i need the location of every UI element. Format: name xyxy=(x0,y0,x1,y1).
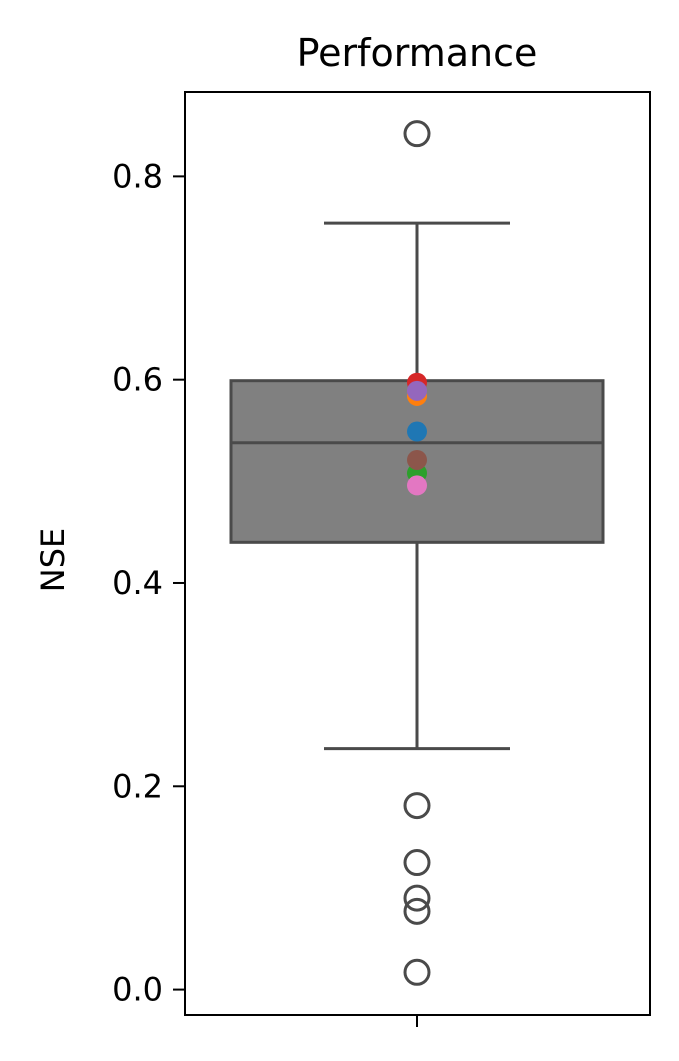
highlight-point xyxy=(407,449,427,470)
outlier-point xyxy=(403,958,431,986)
y-axis: 0.0 0.2 0.4 0.6 0.8 xyxy=(112,157,185,1009)
y-tick-label: 0.8 xyxy=(112,157,163,195)
y-tick-label: 0.4 xyxy=(112,564,163,602)
y-tick-label: 0.2 xyxy=(112,767,163,805)
highlight-point xyxy=(407,380,427,401)
outlier-point xyxy=(403,849,431,877)
highlight-point xyxy=(407,421,427,442)
y-axis-label: NSE xyxy=(34,528,72,592)
outlier-point xyxy=(403,884,431,912)
y-tick-label: 0.6 xyxy=(112,361,163,399)
plot-frame xyxy=(184,91,651,1016)
highlight-point xyxy=(407,475,427,496)
plot-area xyxy=(229,120,605,986)
outlier-point xyxy=(403,897,431,925)
outlier-point xyxy=(403,792,431,820)
y-tick-label: 0.0 xyxy=(112,971,163,1009)
chart-title: Performance xyxy=(297,31,538,75)
outlier-point xyxy=(403,120,431,148)
